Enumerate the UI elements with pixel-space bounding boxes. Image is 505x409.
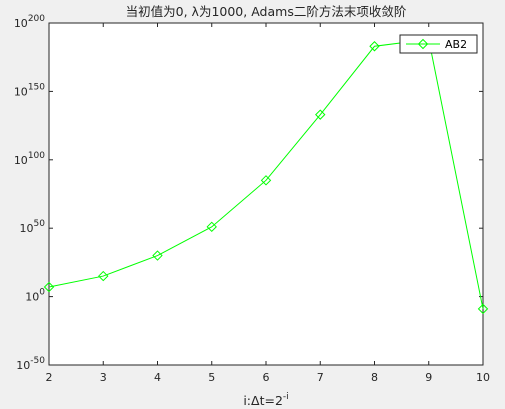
axis-ticks [48,22,484,366]
data-point [43,281,55,293]
legend-label: AB2 [445,38,467,51]
x-axis-label-superscript: -i [283,392,289,402]
legend: AB2 [399,34,478,54]
x-tick-label: 8 [371,371,378,384]
plot-area [48,22,484,366]
data-point [369,41,380,52]
x-tick-label: 4 [154,371,161,384]
x-tick-label: 9 [425,371,432,384]
data-point [260,175,272,186]
y-tick-label: 100 [25,288,45,304]
legend-swatch-marker [417,38,429,50]
y-tick-label: 10100 [14,151,45,167]
x-tick-label: 3 [100,371,107,384]
y-tick-label: 1050 [20,219,46,235]
data-point [152,250,163,261]
x-tick-label: 5 [208,371,215,384]
y-tick-labels: 10-50 100 1050 10100 10150 10200 [14,14,45,372]
x-tick-label: 6 [263,371,270,384]
data-point [477,303,489,315]
x-axis-label: i:Δt=2-i [243,392,288,408]
x-tick-label: 10 [476,371,490,384]
data-point [98,270,109,282]
data-point [315,109,326,120]
x-axis-label-main: i:Δt=2 [243,393,283,408]
y-tick-label: 10200 [14,14,45,30]
data-point [206,221,217,233]
x-tick-label: 7 [317,371,324,384]
y-tick-label: 10150 [14,82,45,98]
x-tick-labels: 2 3 4 5 6 7 8 9 10 [46,371,491,384]
chart-title: 当初值为0, λ为1000, Adams二阶方法末项收敛阶 [126,4,407,19]
y-tick-label: 10-50 [16,356,45,372]
x-tick-label: 2 [46,371,53,384]
